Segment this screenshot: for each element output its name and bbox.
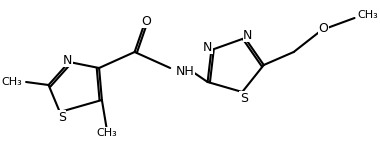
Text: CH₃: CH₃ [96, 128, 117, 138]
Text: N: N [203, 41, 212, 53]
Text: S: S [240, 91, 248, 104]
Text: N: N [243, 29, 253, 41]
Text: CH₃: CH₃ [2, 77, 22, 87]
Text: CH₃: CH₃ [357, 10, 378, 20]
Text: O: O [141, 15, 151, 28]
Text: N: N [63, 53, 72, 66]
Text: NH: NH [176, 65, 195, 78]
Text: O: O [319, 21, 329, 34]
Text: S: S [58, 111, 66, 123]
